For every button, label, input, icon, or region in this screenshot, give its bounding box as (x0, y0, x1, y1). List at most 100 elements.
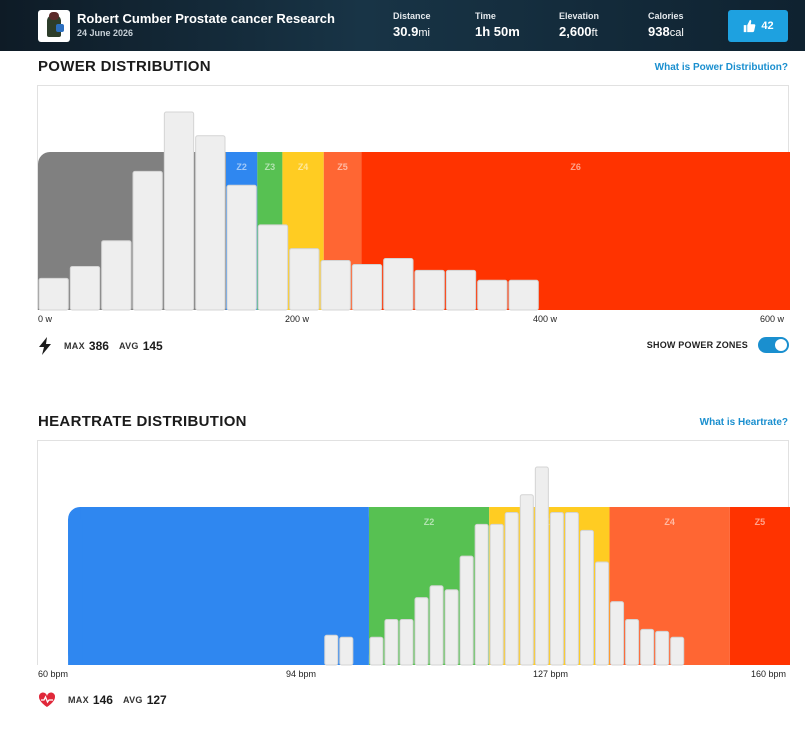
power-bar[interactable] (477, 279, 508, 311)
activity-date: 24 June 2026 (77, 28, 134, 38)
heartrate-chart: Z1Z2Z3Z4Z5 (37, 440, 790, 666)
hr-bar[interactable] (444, 589, 459, 666)
heartrate-summary: MAX 146 AVG 127 (38, 692, 177, 708)
power-chart: Z1Z2Z3Z4Z5Z6 (37, 85, 790, 311)
avg-label: AVG (118, 341, 139, 351)
hr-bar[interactable] (384, 618, 399, 666)
stat-unit: ft (591, 27, 598, 39)
heartrate-avg-value: 127 (146, 693, 167, 707)
hr-bar[interactable] (339, 636, 354, 666)
power-bar[interactable] (226, 184, 257, 311)
power-chart-svg: Z1Z2Z3Z4Z5Z6 (38, 111, 790, 311)
hr-bar[interactable] (625, 618, 640, 666)
power-tick-200: 200 w (285, 314, 310, 324)
hr-bar[interactable] (519, 494, 534, 666)
kudos-count: 42 (761, 20, 774, 32)
hr-bar[interactable] (399, 618, 414, 666)
stat-time: Time 1h 50m (475, 11, 520, 39)
stat-value: 2,600 (559, 24, 592, 39)
max-label: MAX (64, 341, 85, 351)
power-bar[interactable] (508, 279, 539, 311)
stat-label: Distance (393, 11, 431, 21)
stat-value: 1h 50m (475, 24, 520, 39)
power-bar[interactable] (163, 111, 195, 311)
power-zone-label: Z5 (337, 162, 348, 172)
stat-value: 30.9 (393, 24, 419, 39)
power-help-link[interactable]: What is Power Distribution? (654, 62, 788, 73)
max-label: MAX (68, 695, 89, 705)
power-zones-toggle[interactable] (758, 337, 789, 353)
hr-bar[interactable] (324, 634, 339, 666)
stat-distance: Distance 30.9mi (393, 11, 431, 39)
power-bar[interactable] (132, 170, 163, 311)
power-summary: MAX 386 AVG 145 (38, 337, 173, 355)
power-zone-label: Z4 (298, 162, 309, 172)
hr-bar[interactable] (429, 585, 444, 666)
stat-value: 938 (648, 24, 670, 39)
stat-label: Elevation (559, 11, 600, 21)
hr-bar[interactable] (640, 628, 655, 666)
hr-tick-60: 60 bpm (38, 669, 69, 679)
power-zones-toggle-row: SHOW POWER ZONES (647, 337, 789, 353)
avatar[interactable] (38, 10, 70, 42)
power-zone-label: Z6 (570, 162, 581, 172)
power-tick-400: 400 w (533, 314, 558, 324)
hr-tick-94: 94 bpm (286, 669, 317, 679)
power-bar[interactable] (445, 269, 477, 311)
hr-tick-160: 160 bpm (751, 669, 787, 679)
power-tick-0: 0 w (38, 314, 53, 324)
hr-zone-label: Z2 (424, 517, 435, 527)
hr-bar[interactable] (369, 636, 384, 666)
hr-bar[interactable] (670, 636, 685, 666)
power-bar[interactable] (320, 260, 351, 311)
hr-bar[interactable] (474, 523, 489, 666)
kudos-button[interactable]: 42 (728, 10, 788, 42)
power-tick-600: 600 w (760, 314, 785, 324)
power-zones-toggle-label: SHOW POWER ZONES (646, 340, 748, 350)
hr-zone-z5 (729, 507, 790, 665)
power-zone-label: Z3 (265, 162, 276, 172)
heartrate-chart-svg: Z1Z2Z3Z4Z5 (68, 466, 790, 666)
power-bar[interactable] (383, 258, 414, 311)
power-section-title: POWER DISTRIBUTION (38, 58, 211, 75)
hr-bar[interactable] (594, 561, 610, 666)
power-bar[interactable] (257, 224, 289, 311)
activity-header: Robert Cumber Prostate cancer Research 2… (0, 0, 805, 51)
lightning-icon (38, 337, 52, 355)
stat-unit: cal (669, 27, 684, 39)
heartrate-help-link[interactable]: What is Heartrate? (699, 417, 788, 428)
power-bar[interactable] (351, 263, 383, 311)
hr-bar[interactable] (504, 512, 519, 666)
power-bar[interactable] (289, 248, 320, 311)
power-zone-label: Z2 (236, 162, 247, 172)
power-bar[interactable] (69, 265, 101, 311)
thumbs-up-icon (744, 19, 756, 33)
hr-bar[interactable] (489, 523, 504, 666)
hr-bar[interactable] (459, 555, 474, 666)
activity-title: Robert Cumber Prostate cancer Research (77, 11, 335, 26)
hr-bar[interactable] (549, 512, 564, 666)
power-bar[interactable] (38, 277, 69, 311)
hr-bar[interactable] (414, 597, 429, 666)
hr-bar[interactable] (655, 630, 670, 666)
hr-zone-label: Z5 (755, 517, 766, 527)
hr-tick-127: 127 bpm (533, 669, 569, 679)
hr-bar[interactable] (610, 601, 625, 666)
stat-label: Calories (648, 11, 684, 21)
hr-zone-label: Z3 (544, 517, 555, 527)
stat-calories: Calories 938cal (648, 11, 684, 39)
power-bar[interactable] (195, 135, 226, 311)
heartrate-section-title: HEARTRATE DISTRIBUTION (38, 413, 247, 430)
hr-zone-label: Z4 (664, 517, 675, 527)
avg-label: AVG (122, 695, 143, 705)
hr-bar[interactable] (564, 512, 579, 666)
hr-bar[interactable] (534, 466, 549, 666)
heartrate-max-value: 146 (92, 693, 113, 707)
heart-icon (38, 692, 56, 708)
stat-unit: mi (418, 27, 430, 39)
power-avg-value: 145 (142, 339, 163, 353)
power-max-value: 386 (88, 339, 109, 353)
hr-bar[interactable] (579, 529, 594, 666)
power-bar[interactable] (101, 240, 132, 311)
power-bar[interactable] (414, 269, 445, 311)
